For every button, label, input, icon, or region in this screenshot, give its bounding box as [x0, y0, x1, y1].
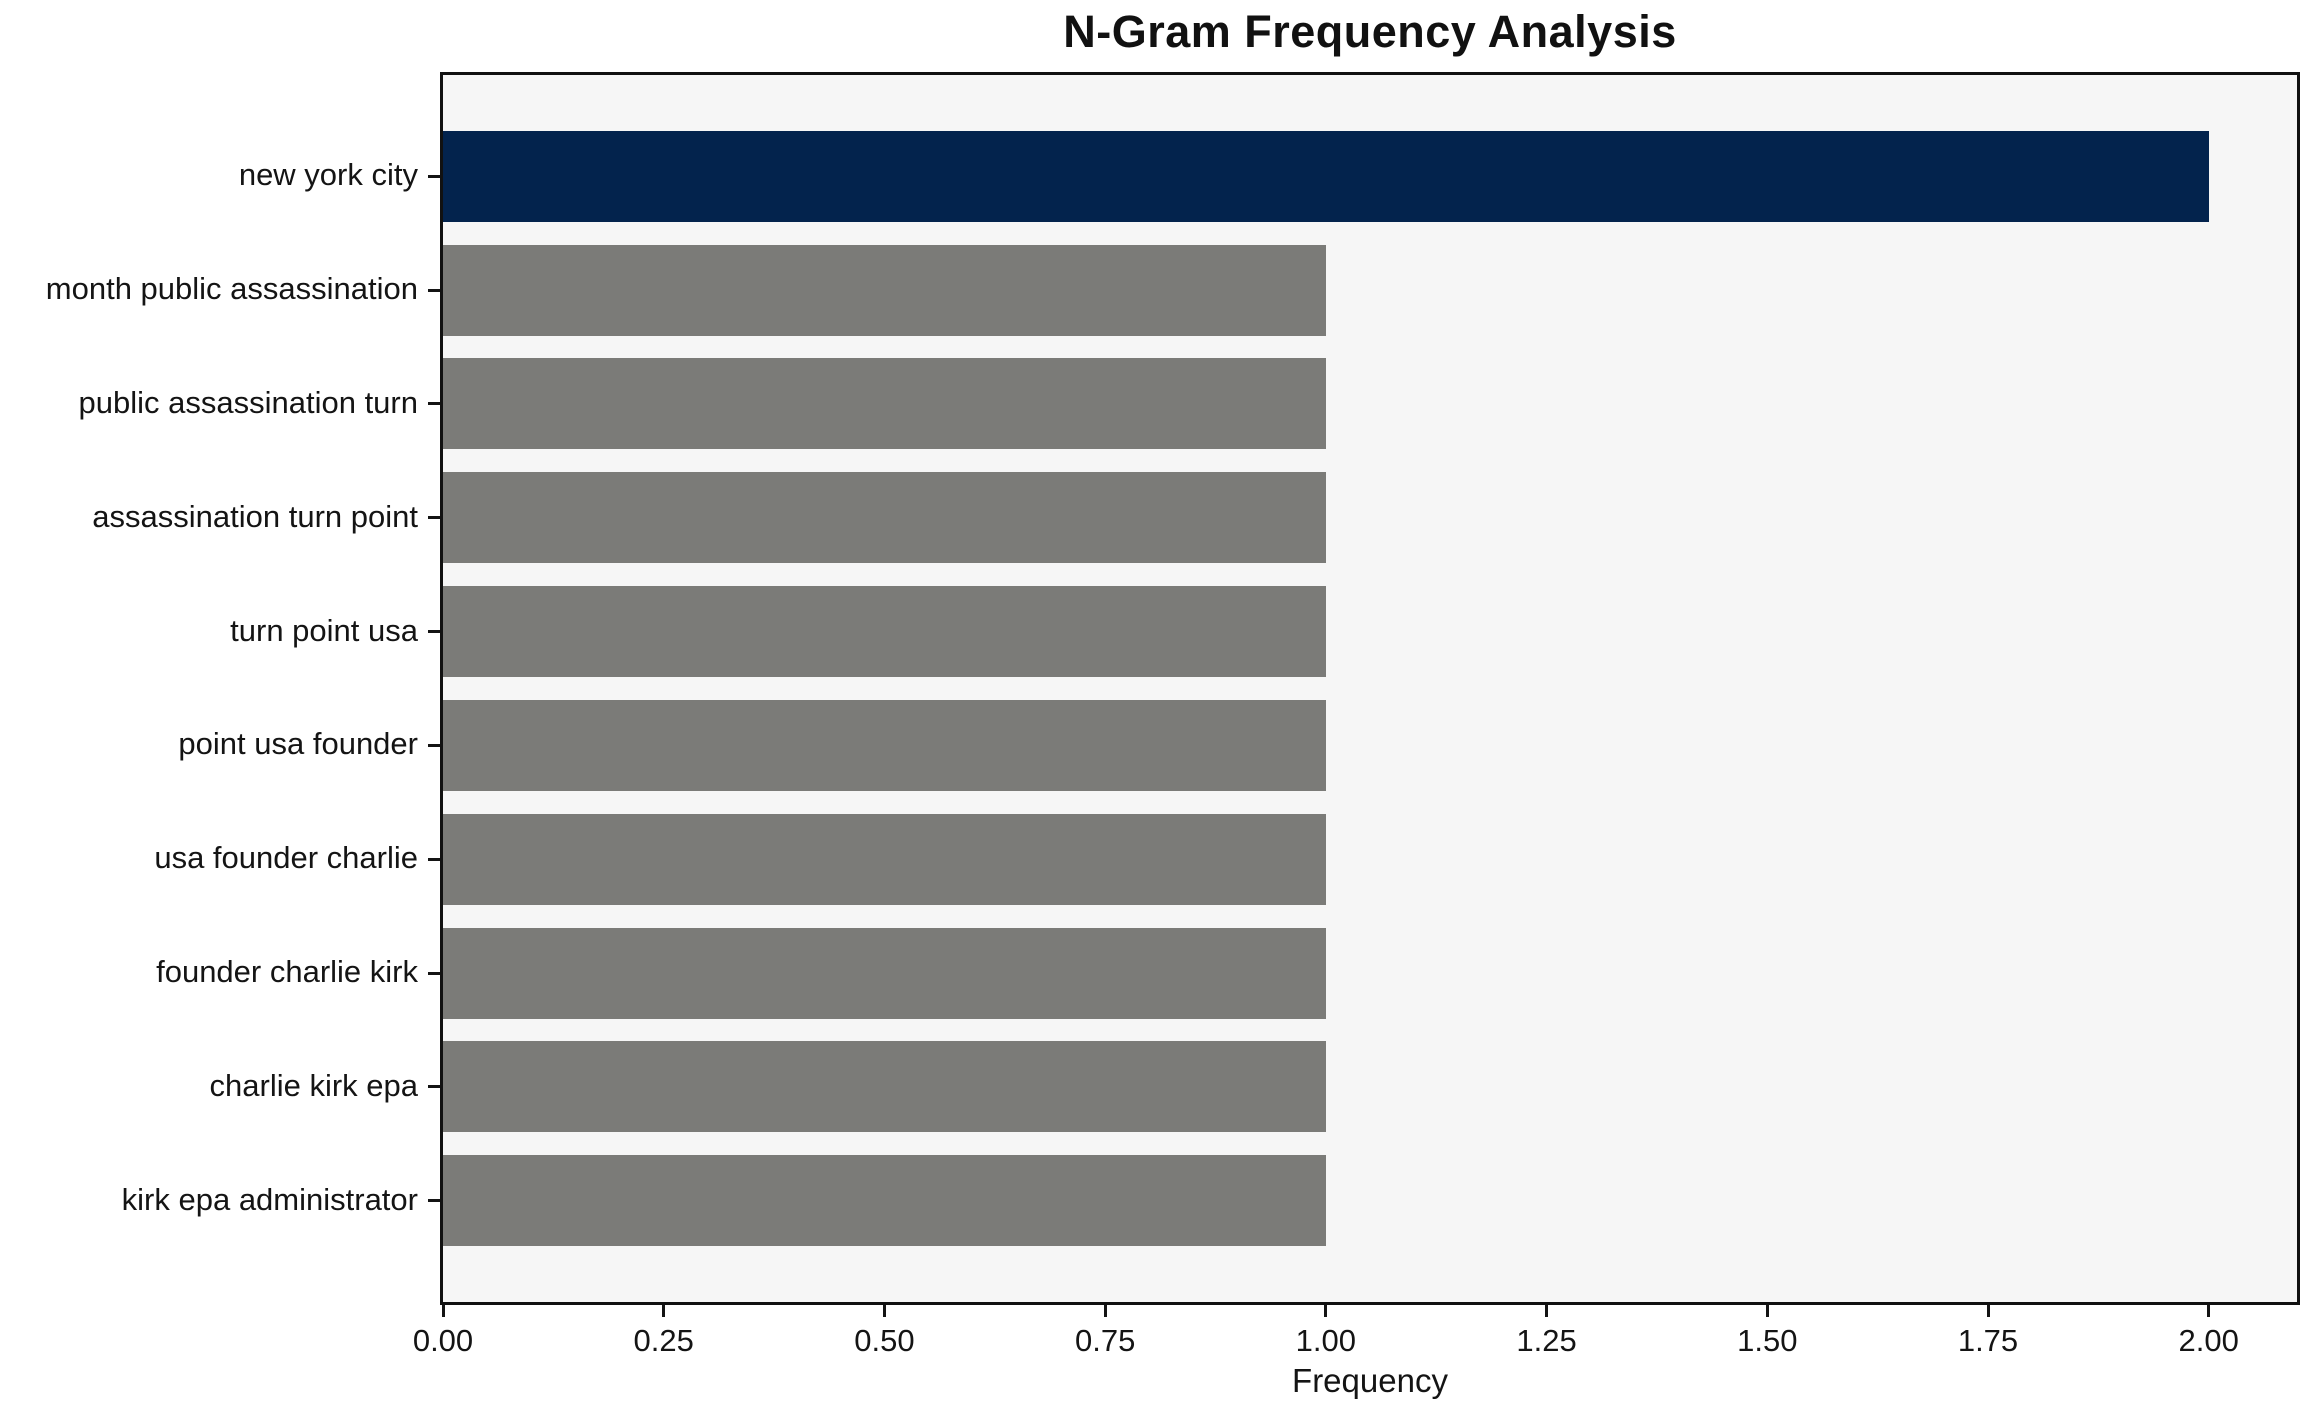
x-tick-label: 0.00	[412, 1323, 474, 1358]
y-tick-label: usa founder charlie	[154, 840, 418, 876]
plot-area	[440, 72, 2300, 1305]
bar	[443, 927, 1326, 1019]
x-tick	[1986, 1305, 1990, 1317]
x-tick	[1765, 1305, 1769, 1317]
x-tick	[441, 1305, 445, 1317]
x-tick-label: 2.00	[2178, 1323, 2239, 1358]
y-tick-label: new york city	[238, 157, 418, 193]
bar	[443, 586, 1326, 678]
x-tick	[1103, 1305, 1107, 1317]
y-tick	[428, 516, 440, 520]
x-tick-label: 0.75	[1074, 1323, 1136, 1358]
y-tick-label: kirk epa administrator	[121, 1181, 418, 1217]
bar	[443, 813, 1326, 905]
x-tick	[2207, 1305, 2211, 1317]
y-tick	[428, 1199, 440, 1203]
y-tick	[428, 1085, 440, 1089]
y-tick-label: month public assassination	[45, 271, 418, 307]
y-tick	[428, 743, 440, 747]
y-tick	[428, 402, 440, 406]
bar	[443, 244, 1326, 336]
y-tick	[428, 288, 440, 292]
x-tick-label: 0.50	[854, 1323, 915, 1358]
bar	[443, 699, 1326, 791]
x-tick-label: 1.25	[1516, 1323, 1577, 1358]
chart-title: N-Gram Frequency Analysis	[1063, 6, 1677, 57]
x-axis-title: Frequency	[1292, 1362, 1448, 1399]
x-tick	[662, 1305, 666, 1317]
y-tick	[428, 630, 440, 634]
bar	[443, 130, 2209, 222]
bar	[443, 472, 1326, 564]
bar	[443, 358, 1326, 450]
x-tick	[1324, 1305, 1328, 1317]
y-tick	[428, 857, 440, 861]
y-tick-label: turn point usa	[230, 612, 418, 648]
x-tick-label: 1.00	[1295, 1323, 1357, 1358]
bar	[443, 1155, 1326, 1247]
y-tick-label: public assassination turn	[78, 384, 418, 420]
bar	[443, 1041, 1326, 1133]
y-tick-label: charlie kirk epa	[209, 1067, 418, 1103]
x-tick	[1545, 1305, 1549, 1317]
x-tick-label: 1.50	[1737, 1323, 1798, 1358]
x-tick-label: 0.25	[633, 1323, 694, 1358]
y-tick-label: founder charlie kirk	[156, 954, 418, 990]
y-tick-label: point usa founder	[178, 726, 418, 762]
y-tick	[428, 174, 440, 178]
y-tick-label: assassination turn point	[92, 498, 418, 534]
y-tick	[428, 971, 440, 975]
x-tick-label: 1.75	[1957, 1323, 2019, 1358]
x-tick	[882, 1305, 886, 1317]
